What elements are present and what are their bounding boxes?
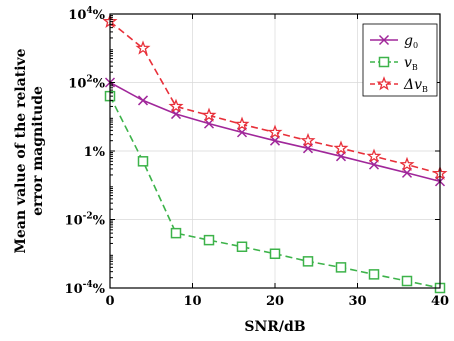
data-point (203, 234, 215, 246)
data-point (135, 40, 151, 55)
legend-marker (378, 56, 390, 68)
y-tick-label: 102% (68, 75, 105, 92)
x-tick-label: 40 (431, 294, 449, 309)
legend-label: vB (404, 55, 418, 72)
legend-marker (376, 76, 392, 91)
data-point (401, 275, 413, 287)
x-axis-title: SNR/dB (244, 319, 305, 335)
data-point (203, 118, 215, 129)
series-1 (104, 90, 446, 294)
x-tick-label: 0 (105, 294, 114, 309)
legend: g0 vB ΔvB (362, 23, 438, 97)
ticks-layer: 0 10 20 30 40 104% 102% 1% 10-2% 10-4% (65, 6, 450, 309)
x-tick-label: 20 (266, 294, 284, 309)
data-point (368, 159, 380, 170)
y-tick-label: 104% (68, 6, 105, 23)
data-point (335, 262, 347, 273)
legend-label: ΔvB (403, 77, 428, 94)
data-point (302, 256, 314, 267)
x-tick-label: 30 (348, 294, 366, 309)
data-point (366, 148, 382, 163)
data-point (399, 156, 415, 171)
data-point (236, 241, 248, 253)
data-point (137, 95, 149, 106)
data-point (170, 227, 182, 239)
legend-marker (378, 34, 390, 46)
data-point (333, 140, 349, 155)
legend-box (362, 23, 438, 97)
data-point (234, 116, 250, 131)
y-axis-title-line2: error magnitude (30, 86, 46, 216)
data-point (168, 98, 184, 113)
data-point (368, 269, 380, 280)
y-tick-label: 10-4% (65, 280, 106, 297)
y-axis-title: Mean value of the relative error magnitu… (13, 48, 46, 253)
data-point (201, 107, 217, 122)
data-point (137, 156, 149, 167)
data-point (269, 135, 281, 146)
legend-label: g0 (404, 33, 418, 50)
y-tick-label: 10-2% (65, 212, 106, 229)
y-tick-label: 1% (84, 145, 106, 160)
y-axis-title-line1: Mean value of the relative (13, 48, 29, 253)
x-tick-label: 10 (183, 294, 201, 309)
data-point (267, 124, 283, 139)
data-point (300, 132, 316, 148)
data-point (269, 248, 281, 259)
series-2 (102, 13, 448, 180)
